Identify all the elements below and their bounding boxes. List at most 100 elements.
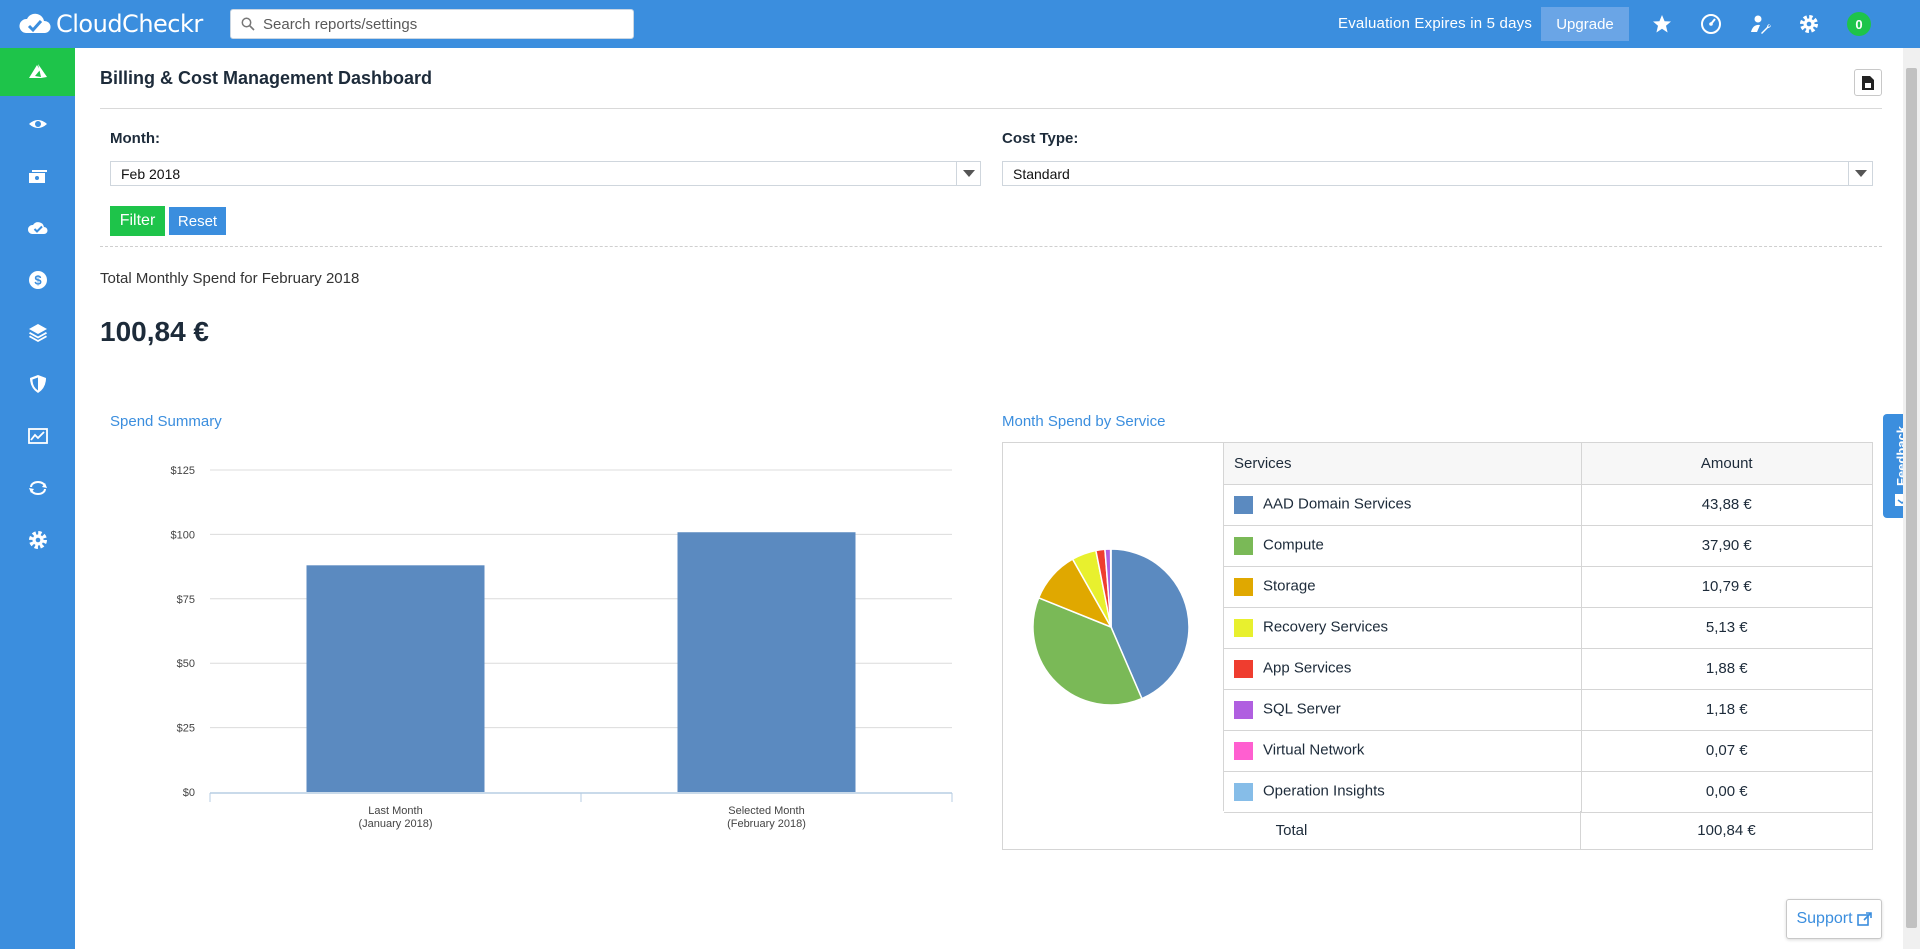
divider: [100, 108, 1882, 109]
amount-cell: 0,00 €: [1581, 771, 1872, 813]
amount-cell: 1,88 €: [1581, 648, 1872, 690]
month-select[interactable]: Feb 2018: [110, 161, 981, 186]
y-tick-label: $25: [177, 723, 195, 735]
total-row-value: 100,84 €: [1697, 822, 1756, 839]
user-wrench-icon[interactable]: [1748, 12, 1772, 36]
service-cell: AAD Domain Services: [1224, 484, 1582, 526]
service-name: Virtual Network: [1263, 742, 1365, 760]
search-icon: [241, 17, 255, 31]
sidebar-item-resources[interactable]: [0, 308, 75, 356]
servers-icon: [28, 170, 47, 183]
gear-icon: [28, 531, 47, 549]
sidebar-item-visibility[interactable]: [0, 100, 75, 148]
external-link-icon: [1856, 911, 1872, 926]
table-row: Storage 10,79 €: [1224, 566, 1872, 608]
x-tick-label: (February 2018): [727, 818, 806, 830]
service-cell: Storage: [1224, 566, 1582, 608]
y-tick-label: $0: [183, 787, 195, 799]
cloud-logo-icon: [19, 13, 51, 33]
azure-logo-icon: [28, 64, 47, 78]
sidebar-item-automation[interactable]: [0, 464, 75, 512]
column-header-amount[interactable]: Amount: [1581, 443, 1872, 485]
table-header-row: Services Amount: [1224, 443, 1872, 485]
month-select-value: Feb 2018: [121, 165, 181, 182]
sidebar-item-cloud-check[interactable]: [0, 204, 75, 252]
service-name: AAD Domain Services: [1263, 496, 1412, 514]
total-spend-value: 100,84 €: [100, 316, 209, 347]
app-name: CloudCheckr: [56, 10, 203, 38]
pie-container: [1003, 443, 1224, 811]
page-scrollbar[interactable]: [1903, 48, 1920, 949]
service-cell: Operation Insights: [1224, 771, 1582, 813]
service-name: Operation Insights: [1263, 783, 1385, 801]
table-row: Compute 37,90 €: [1224, 525, 1872, 567]
service-cell: App Services: [1224, 648, 1582, 690]
export-button[interactable]: [1854, 69, 1882, 96]
month-label: Month:: [110, 130, 160, 147]
reset-button[interactable]: Reset: [169, 207, 226, 235]
filter-button[interactable]: Filter: [110, 206, 165, 236]
app-logo[interactable]: CloudCheckr: [18, 9, 228, 39]
shield-icon: [29, 375, 46, 393]
spend-summary-chart: $0 $25 $50 $75 $100 $125 Last Month(January 20…: [171, 465, 953, 830]
document-icon: [1862, 75, 1874, 90]
cost-type-label: Cost Type:: [1002, 130, 1079, 147]
chevron-down-icon[interactable]: [956, 162, 980, 185]
sidebar-item-inventory[interactable]: [0, 152, 75, 200]
sidebar-item-utilization[interactable]: [0, 412, 75, 460]
table-row: Virtual Network 0,07 €: [1224, 730, 1872, 772]
y-tick-label: $50: [177, 658, 195, 670]
month-spend-panel: Services Amount AAD Domain Services 43,88…: [1002, 442, 1873, 850]
legend-swatch: [1234, 659, 1253, 678]
pie-slice[interactable]: [1032, 596, 1143, 706]
evaluation-notice: Evaluation Expires in 5 days: [1338, 15, 1533, 32]
column-header-services[interactable]: Services: [1224, 443, 1582, 485]
bar: [306, 565, 485, 792]
scrollbar-thumb[interactable]: [1906, 68, 1917, 928]
search-input[interactable]: [263, 15, 633, 33]
service-pie-chart: [1032, 548, 1190, 706]
layers-icon: [28, 324, 47, 342]
gear-icon[interactable]: [1797, 12, 1821, 36]
notification-badge[interactable]: 0: [1847, 12, 1871, 36]
legend-swatch: [1234, 618, 1253, 637]
legend-swatch: [1234, 536, 1253, 555]
cycle-icon: [28, 481, 47, 495]
dashboard-gauge-icon[interactable]: [1699, 12, 1723, 36]
x-tick-label: (January 2018): [359, 818, 433, 830]
chevron-down-icon[interactable]: [1848, 162, 1872, 185]
dashed-divider: [100, 246, 1882, 247]
cost-type-select-value: Standard: [1013, 165, 1070, 182]
eye-icon: [28, 120, 47, 128]
bar: [677, 532, 856, 792]
sidebar-item-security[interactable]: [0, 360, 75, 408]
star-icon[interactable]: [1650, 12, 1674, 36]
upgrade-button[interactable]: Upgrade: [1541, 7, 1629, 41]
service-name: Recovery Services: [1263, 619, 1389, 637]
top-bar: CloudCheckr Evaluation Expires in 5 days…: [0, 0, 1920, 48]
page-title: Billing & Cost Management Dashboard: [100, 68, 433, 88]
legend-swatch: [1234, 782, 1253, 801]
amount-cell: 10,79 €: [1581, 566, 1872, 608]
pie-slice[interactable]: [1110, 548, 1190, 700]
table-row: AAD Domain Services 43,88 €: [1224, 484, 1872, 526]
legend-swatch: [1234, 577, 1253, 596]
service-name: Storage: [1263, 578, 1316, 596]
service-name: App Services: [1263, 660, 1352, 678]
sidebar-item-cost[interactable]: $: [0, 256, 75, 304]
search-box[interactable]: [230, 9, 634, 39]
sidebar-item-settings[interactable]: [0, 516, 75, 564]
dollar-icon: $: [28, 271, 47, 289]
y-tick-label: $125: [171, 465, 195, 477]
table-row: Operation Insights 0,00 €: [1224, 771, 1872, 813]
y-tick-label: $75: [177, 594, 195, 606]
sidebar-item-home[interactable]: [0, 48, 75, 96]
legend-swatch: [1234, 700, 1253, 719]
amount-cell: 37,90 €: [1581, 525, 1872, 567]
support-button[interactable]: Support: [1786, 899, 1882, 939]
table-row: Recovery Services 5,13 €: [1224, 607, 1872, 649]
support-label: Support: [1796, 910, 1853, 927]
table-row: App Services 1,88 €: [1224, 648, 1872, 690]
cost-type-select[interactable]: Standard: [1002, 161, 1873, 186]
sidebar: $: [0, 48, 75, 949]
